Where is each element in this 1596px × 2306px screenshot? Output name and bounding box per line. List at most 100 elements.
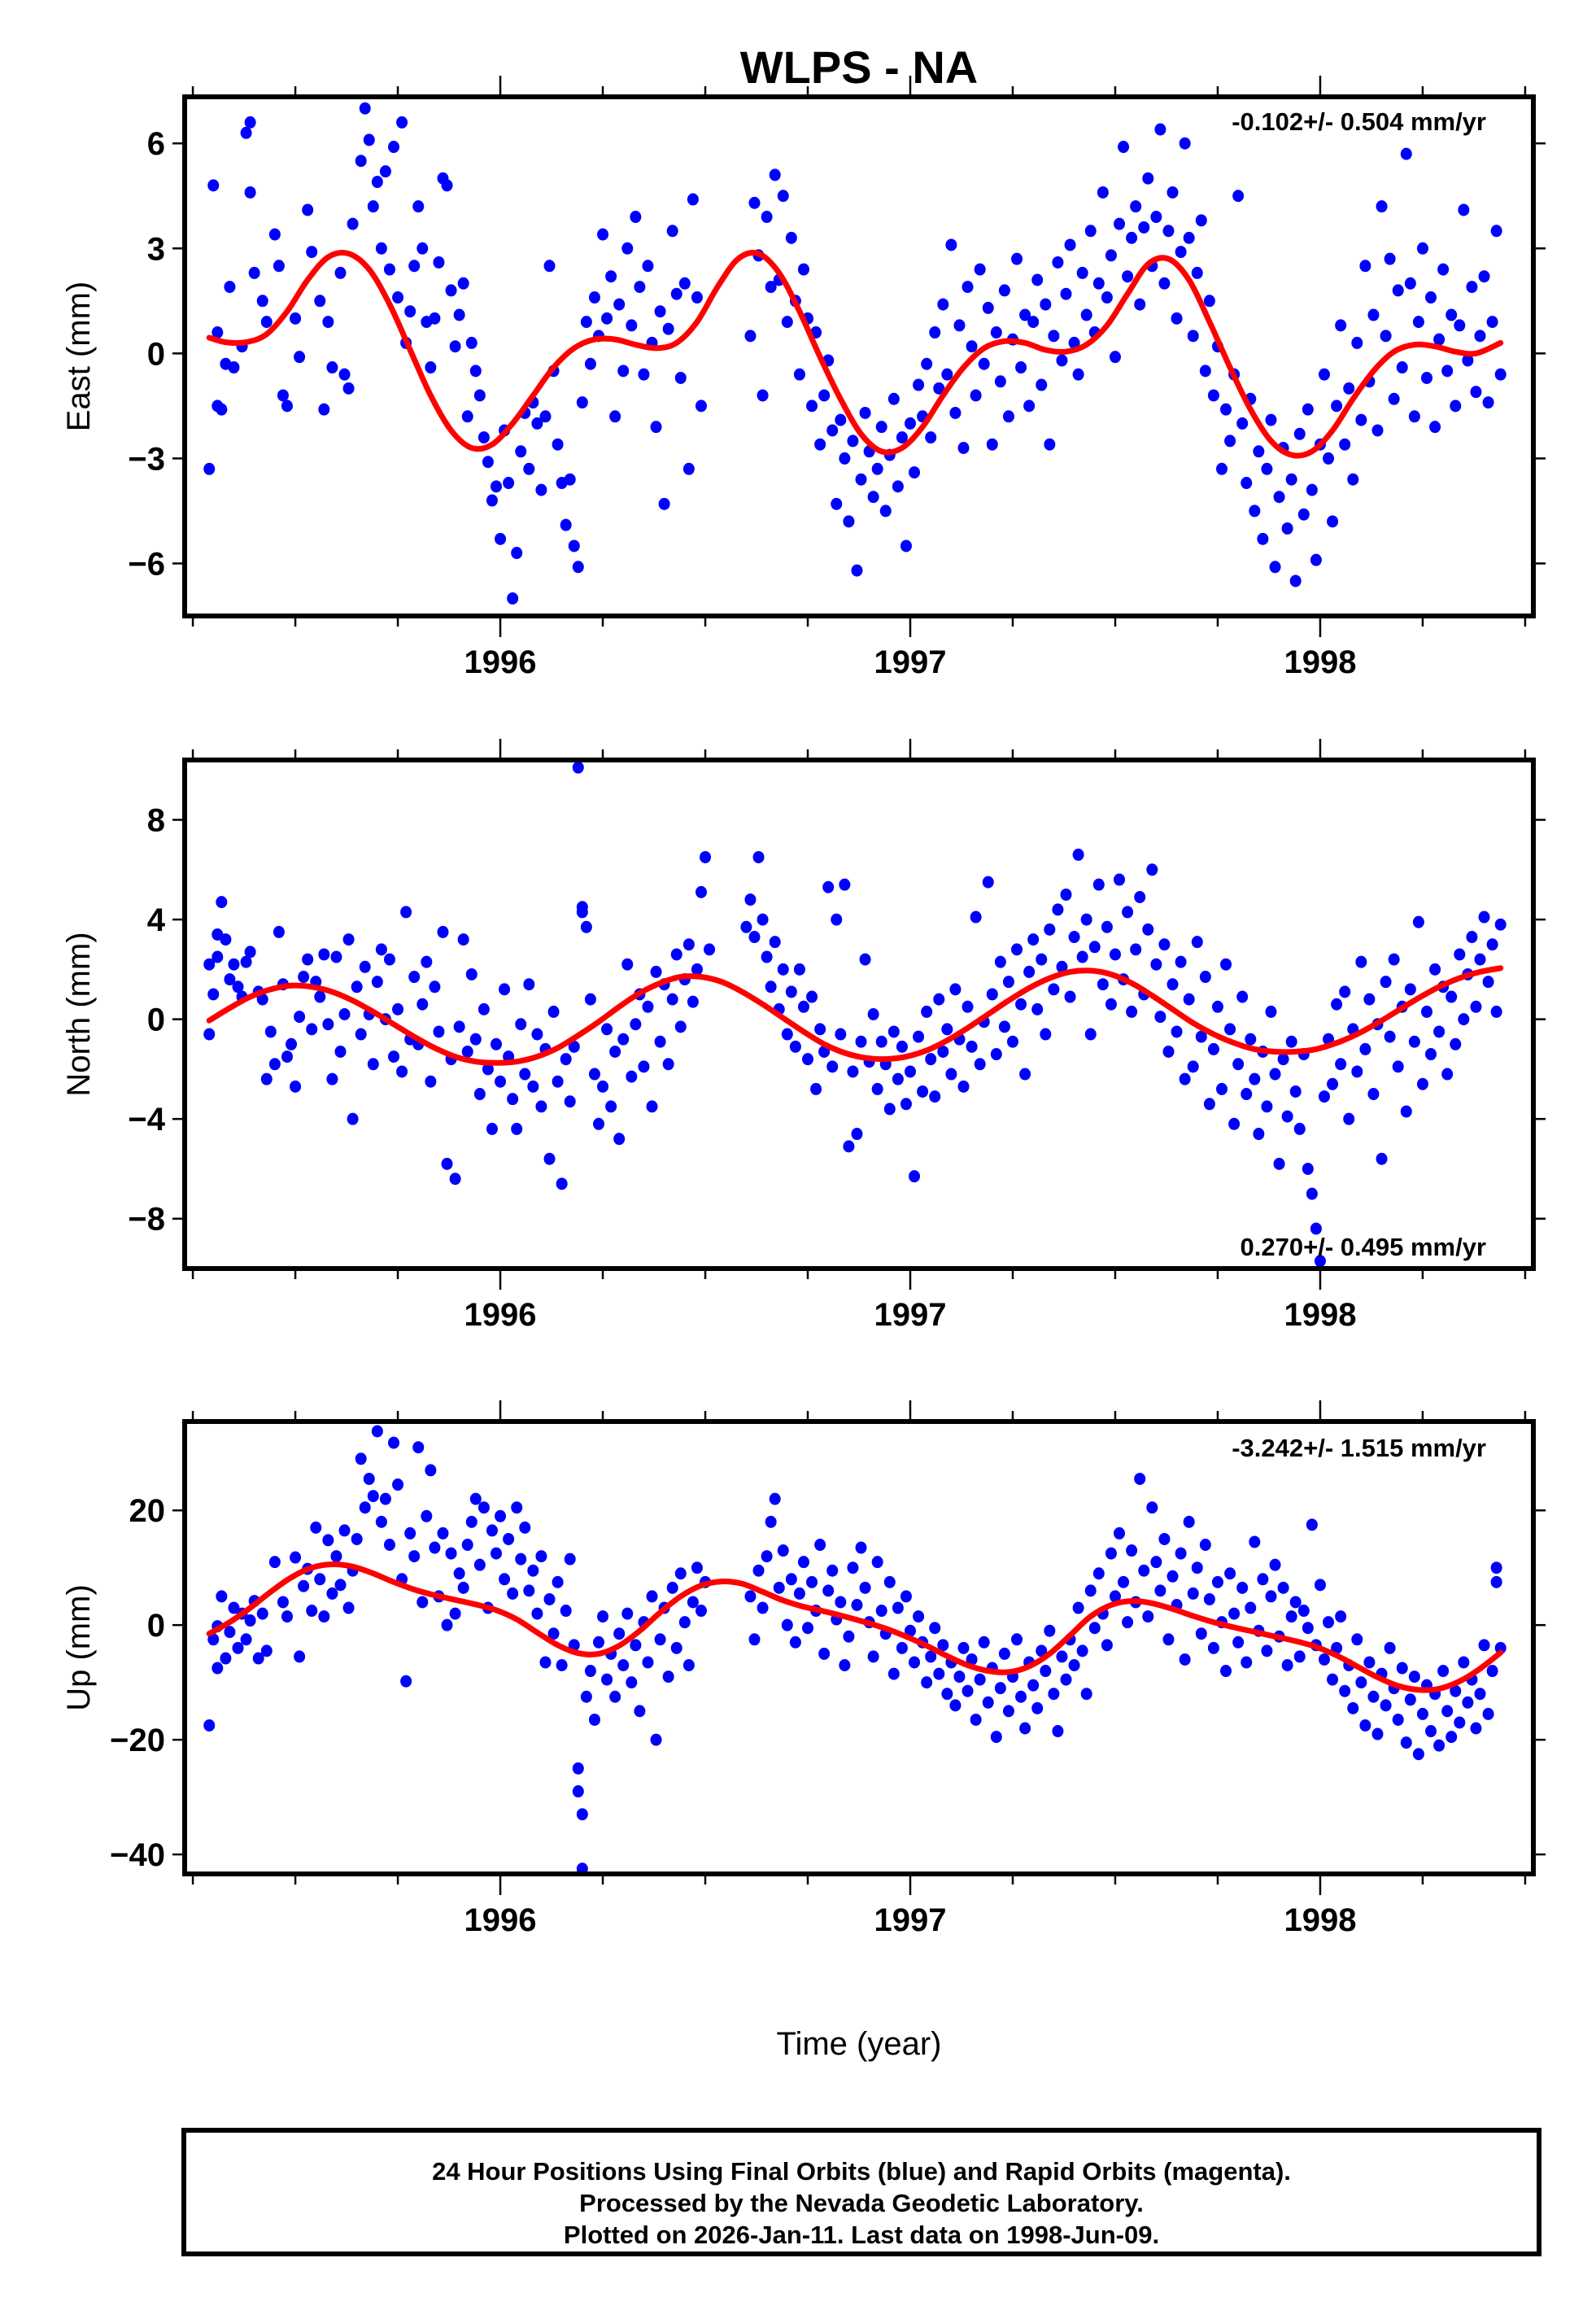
data-point (761, 211, 773, 224)
data-point (621, 242, 634, 255)
data-point (1289, 1085, 1302, 1098)
data-point (511, 547, 523, 560)
data-point (642, 1656, 654, 1669)
data-point (855, 473, 867, 486)
data-point (511, 1501, 523, 1514)
data-point (1142, 1610, 1154, 1623)
data-point (1355, 955, 1367, 968)
data-point (871, 462, 883, 475)
data-point (1269, 1558, 1281, 1571)
data-point (777, 1544, 789, 1557)
data-point (429, 312, 441, 325)
data-point (687, 995, 699, 1008)
data-point (1404, 1693, 1416, 1706)
data-point (1187, 330, 1199, 343)
data-point (547, 1627, 560, 1640)
data-point (465, 336, 477, 349)
data-point (621, 1607, 634, 1620)
data-point (1224, 1567, 1236, 1580)
data-point (388, 141, 400, 154)
data-point (1220, 403, 1232, 416)
data-point (875, 1605, 887, 1618)
x-axis-label: Time (year) (777, 2026, 942, 2062)
data-point (1048, 330, 1060, 343)
data-point (1134, 298, 1146, 311)
data-point (962, 1000, 974, 1013)
data-point (507, 592, 519, 605)
data-point (375, 943, 387, 956)
data-point (793, 368, 805, 381)
data-point (1228, 1117, 1241, 1130)
data-point (752, 1564, 765, 1577)
data-point (670, 948, 682, 961)
data-point (892, 480, 904, 493)
data-point (1080, 913, 1092, 926)
data-point (1138, 221, 1150, 234)
data-point (1076, 950, 1088, 963)
data-point (642, 1000, 654, 1013)
x-tick-label: 1996 (464, 644, 537, 680)
data-point (224, 281, 236, 294)
data-point (925, 1053, 937, 1066)
data-point (1454, 948, 1466, 961)
fit-curve (206, 250, 1504, 459)
data-point (613, 298, 626, 311)
data-point (941, 1688, 953, 1701)
data-point (302, 203, 314, 216)
data-point (232, 980, 244, 994)
data-point (843, 515, 855, 528)
data-point (367, 1490, 379, 1503)
data-point (1158, 938, 1171, 951)
data-point (400, 906, 412, 919)
data-point (1339, 985, 1351, 998)
data-point (847, 1065, 859, 1078)
data-point (1285, 473, 1297, 486)
data-point (617, 365, 630, 378)
data-point (367, 200, 379, 213)
data-point (342, 933, 355, 946)
data-point (839, 878, 851, 891)
data-point (785, 231, 797, 244)
data-point (556, 1177, 568, 1190)
data-point (1199, 971, 1211, 984)
data-point (1470, 1000, 1482, 1013)
data-point (290, 1551, 302, 1564)
data-point (1130, 200, 1142, 213)
data-point (318, 403, 330, 416)
data-point (1425, 1725, 1437, 1738)
data-point (793, 1587, 805, 1600)
data-point (1114, 1526, 1126, 1540)
data-point (1084, 1028, 1097, 1041)
data-point (379, 1492, 391, 1505)
data-point (617, 1658, 630, 1671)
data-point (1437, 263, 1450, 276)
data-point (1486, 938, 1498, 951)
data-point (998, 284, 1010, 297)
data-point (511, 1122, 523, 1135)
data-point (1109, 351, 1121, 364)
data-point (507, 1093, 519, 1106)
data-point (437, 925, 449, 938)
data-point (1019, 1068, 1031, 1081)
data-point (416, 242, 429, 255)
data-point (588, 291, 600, 304)
data-point (334, 266, 347, 279)
data-point (634, 281, 646, 294)
data-point (691, 1561, 703, 1574)
data-point (1215, 462, 1228, 475)
data-point (1044, 438, 1056, 451)
data-point (814, 1539, 826, 1552)
y-tick-label: −40 (110, 1837, 165, 1873)
data-point (1297, 508, 1310, 521)
data-point (1142, 172, 1154, 185)
footer-box: 24 Hour Positions Using Final Orbits (bl… (181, 2128, 1541, 2256)
data-point (392, 1002, 404, 1015)
data-point (1011, 943, 1023, 956)
data-point (970, 911, 982, 924)
data-point (1412, 1748, 1424, 1761)
x-tick-label: 1998 (1284, 644, 1356, 680)
data-point (1175, 955, 1187, 968)
data-point (1064, 990, 1076, 1003)
data-point (962, 1684, 974, 1697)
